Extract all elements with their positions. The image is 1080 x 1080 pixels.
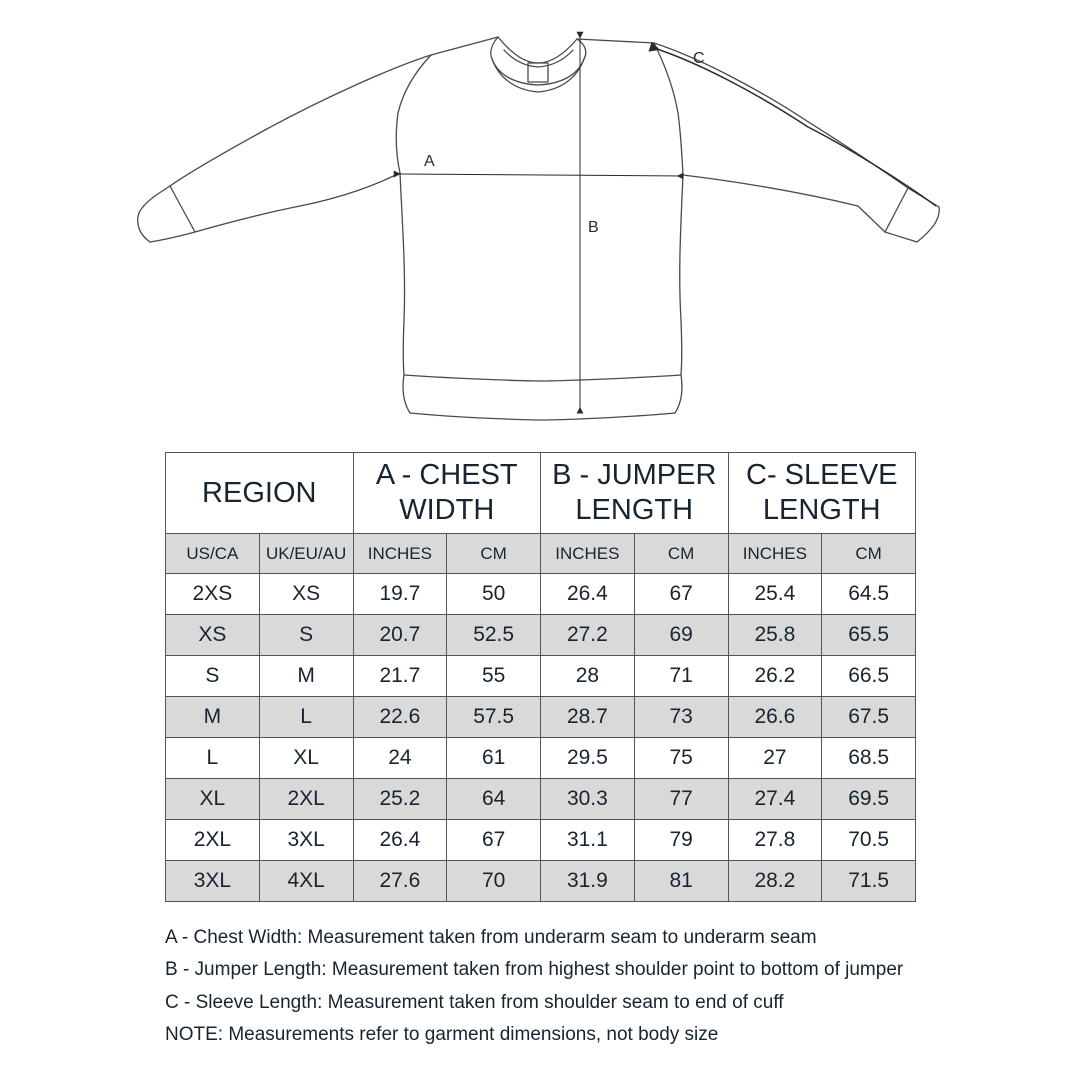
svg-text:B: B <box>588 219 599 236</box>
svg-text:A: A <box>424 153 435 170</box>
svg-text:C: C <box>693 50 705 67</box>
